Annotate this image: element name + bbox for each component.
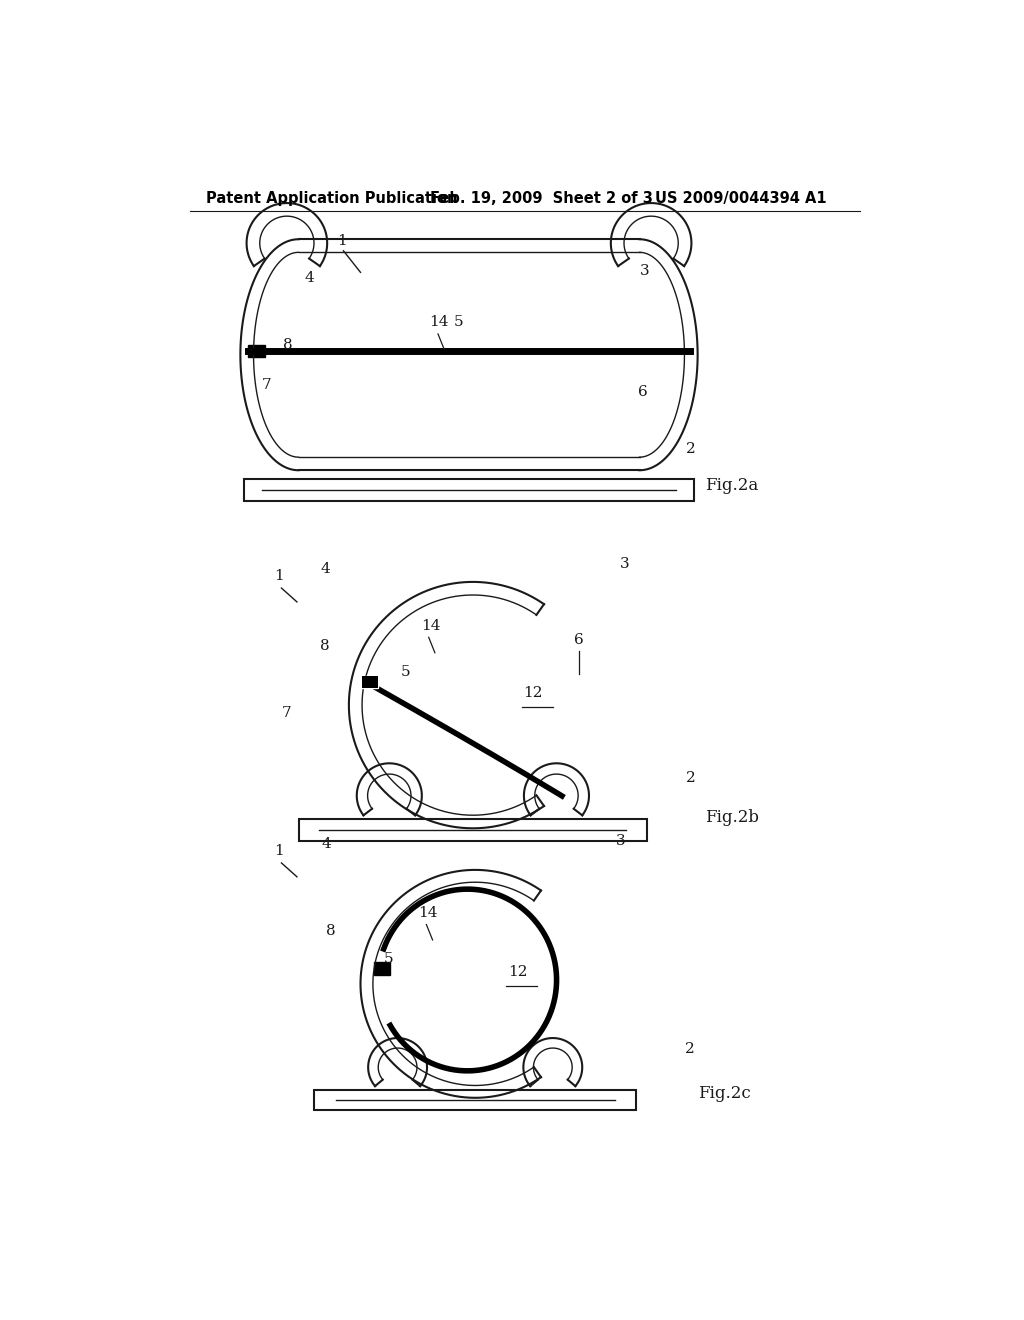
Text: 12: 12 [508,965,527,979]
Text: 14: 14 [421,619,440,632]
Text: 4: 4 [305,271,314,285]
Text: 7: 7 [262,379,271,392]
Text: Fig.2c: Fig.2c [697,1085,751,1102]
Text: 12: 12 [523,686,543,701]
Text: 2: 2 [686,442,695,457]
Text: 4: 4 [321,562,330,576]
Text: 8: 8 [321,639,330,652]
Bar [314,1090,636,1110]
Text: 1: 1 [273,569,284,583]
Text: 5: 5 [400,665,411,678]
Bar [248,345,265,358]
Text: 14: 14 [429,315,449,329]
Text: 3: 3 [621,557,630,572]
Text: 1: 1 [273,845,284,858]
Text: Feb. 19, 2009  Sheet 2 of 3: Feb. 19, 2009 Sheet 2 of 3 [430,191,653,206]
Text: 2: 2 [686,771,695,785]
Text: Patent Application Publication: Patent Application Publication [206,191,457,206]
Bar [245,479,693,502]
Text: 3: 3 [616,834,626,849]
Text: 6: 6 [638,384,648,399]
Text: Fig.2a: Fig.2a [706,477,759,494]
Bar [375,962,390,974]
Text: 8: 8 [283,338,293,352]
Text: 5: 5 [454,315,463,329]
Text: 5: 5 [384,952,393,966]
Bar [362,676,378,688]
Text: 14: 14 [419,906,438,920]
Text: 7: 7 [282,706,291,721]
Text: Fig.2b: Fig.2b [706,809,760,826]
Text: 4: 4 [322,837,332,850]
Text: 6: 6 [573,632,584,647]
Text: 8: 8 [326,924,335,937]
Text: 3: 3 [640,264,649,279]
Bar [362,676,378,688]
Bar [299,818,647,841]
Text: 2: 2 [684,1043,694,1056]
Text: 1: 1 [337,234,347,248]
Text: US 2009/0044394 A1: US 2009/0044394 A1 [655,191,826,206]
